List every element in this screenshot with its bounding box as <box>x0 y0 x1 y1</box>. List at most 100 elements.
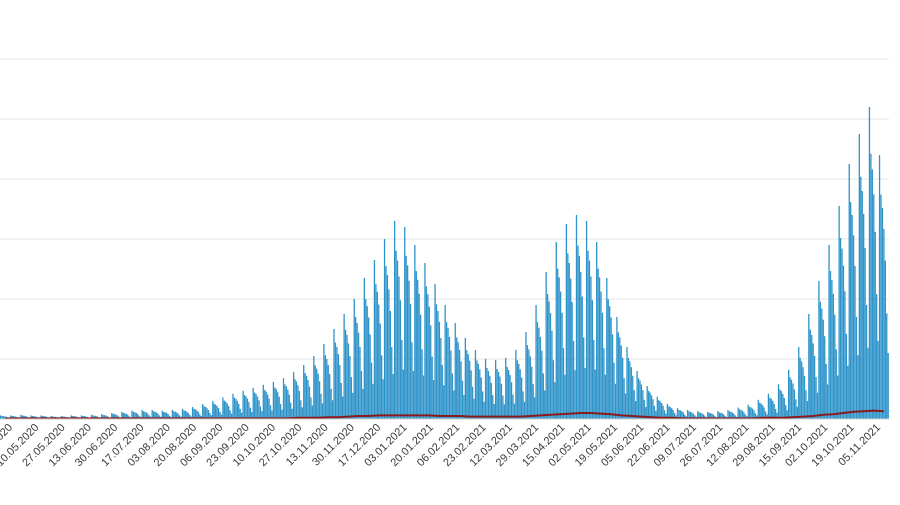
bar <box>484 359 487 419</box>
bar <box>649 392 651 419</box>
bar <box>805 390 807 419</box>
bar <box>165 412 168 419</box>
bar <box>816 392 819 419</box>
bar <box>587 250 589 419</box>
bar <box>626 347 628 419</box>
bar <box>4 416 6 419</box>
bar <box>764 411 767 419</box>
bar <box>174 411 176 419</box>
bar <box>362 389 364 419</box>
bar <box>466 350 468 419</box>
bar <box>809 329 811 419</box>
bar <box>222 397 224 419</box>
bar <box>424 263 426 419</box>
bar <box>759 402 761 419</box>
bar <box>520 377 523 419</box>
bar <box>662 405 664 419</box>
bar <box>699 412 702 419</box>
bar <box>795 399 797 419</box>
bar <box>616 317 618 419</box>
bar <box>799 357 801 419</box>
bar <box>646 386 648 419</box>
bar <box>738 409 741 419</box>
bar <box>837 375 839 419</box>
bar <box>593 339 595 419</box>
bar <box>828 245 830 419</box>
bar <box>275 389 277 419</box>
bar <box>490 383 492 419</box>
bar <box>636 371 638 419</box>
bar <box>769 397 771 419</box>
bar <box>125 413 127 419</box>
bar <box>531 366 533 419</box>
bar <box>847 365 849 419</box>
bar <box>533 397 536 419</box>
bar <box>790 379 793 419</box>
bar <box>876 294 878 419</box>
bar <box>760 403 762 419</box>
bar <box>767 393 770 419</box>
bar <box>655 410 657 419</box>
bar <box>886 313 888 419</box>
bar <box>248 402 250 419</box>
bar <box>326 359 328 419</box>
bar <box>381 355 383 419</box>
bar <box>246 398 249 419</box>
bar <box>789 377 791 419</box>
bar <box>155 412 158 419</box>
bar <box>838 206 840 419</box>
bar <box>378 304 380 419</box>
bar <box>594 369 596 419</box>
bar <box>432 380 435 419</box>
bar <box>727 410 729 419</box>
bar <box>20 414 22 419</box>
bar <box>337 354 339 419</box>
bar <box>519 369 521 419</box>
bar <box>606 278 608 419</box>
bar <box>164 412 166 419</box>
bar <box>346 335 348 419</box>
bar <box>733 413 735 419</box>
bar <box>428 306 430 419</box>
bar <box>777 384 780 419</box>
bar <box>366 306 368 419</box>
bar <box>438 321 441 419</box>
bar <box>470 370 472 419</box>
gridlines <box>0 58 889 360</box>
bar <box>281 409 283 419</box>
bar <box>347 343 350 419</box>
bar <box>359 347 361 419</box>
bar <box>295 381 298 419</box>
bar <box>434 284 436 419</box>
bar <box>493 404 495 419</box>
bar <box>450 350 452 419</box>
bar <box>272 381 275 419</box>
bar <box>702 414 705 419</box>
bar <box>329 374 331 419</box>
bar <box>623 378 625 419</box>
bar <box>181 408 184 419</box>
bar <box>370 362 373 419</box>
bar <box>256 396 259 419</box>
bar <box>135 412 137 419</box>
bar <box>238 403 240 419</box>
bar <box>311 405 314 419</box>
bar <box>476 360 478 419</box>
bar <box>419 314 422 419</box>
bar <box>793 389 796 419</box>
bar <box>375 283 377 419</box>
bar <box>660 403 663 419</box>
bar <box>825 363 827 419</box>
bar <box>743 412 745 419</box>
bar <box>637 378 640 419</box>
bar <box>852 235 855 419</box>
bar <box>467 354 469 419</box>
bar <box>262 384 264 419</box>
bar <box>757 399 759 419</box>
bar <box>463 395 465 419</box>
bar <box>313 356 315 419</box>
bar <box>454 323 456 419</box>
bar <box>402 369 404 419</box>
bar <box>800 361 803 419</box>
bar <box>496 369 498 419</box>
